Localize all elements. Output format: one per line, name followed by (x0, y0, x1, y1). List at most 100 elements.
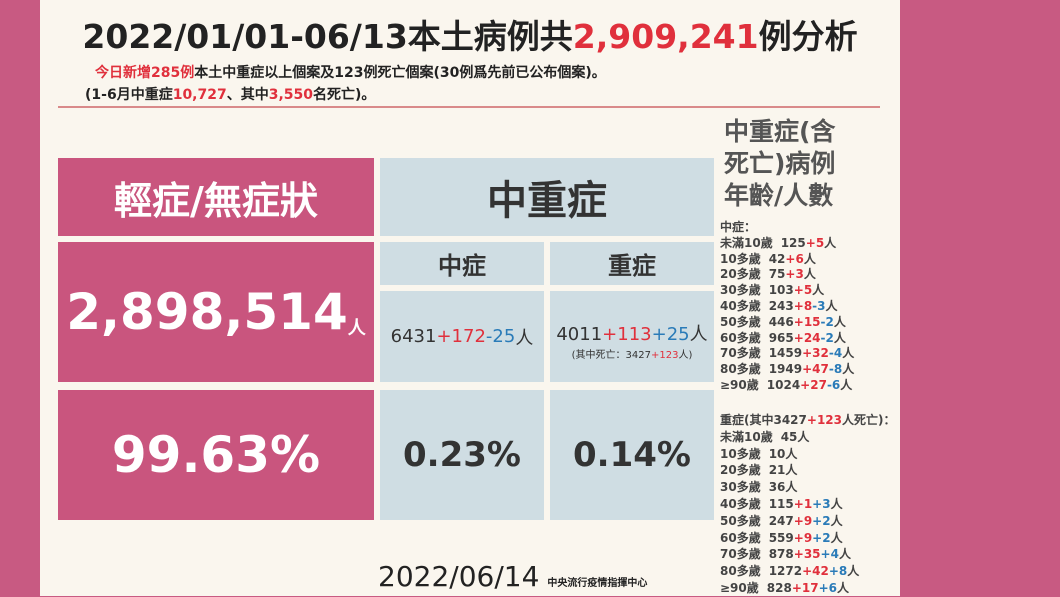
segment: 21人 (768, 463, 798, 478)
age-title: 中重症(含 死亡)病例 年齡/人數 (724, 116, 835, 212)
age-row: ≥90歲 1024+27-6人 (720, 378, 854, 394)
mild-count: 2,898,514 人 (58, 242, 374, 382)
severe-percent: 0.14% (550, 390, 714, 520)
segment: 人 (803, 251, 816, 266)
age-row: 30多歲 103+5人 (720, 283, 854, 299)
severe-header: 中重症 (380, 158, 714, 236)
age-row: 未滿10歲 125+5人 (720, 236, 854, 252)
segment: 243 (768, 298, 794, 313)
subtitle-text: 、其中 (226, 87, 269, 103)
death-note: (其中死亡：3427+123人) (572, 346, 693, 361)
title-total: 2,909,241 (572, 17, 759, 56)
segment: 6431 (390, 326, 437, 347)
age-row: 80多歲 1949+47-8人 (720, 362, 854, 378)
segment: 115 (768, 496, 794, 511)
count: 2,898,514 (66, 283, 348, 341)
segment: -6 (826, 377, 841, 392)
segment: 1949 (768, 362, 803, 377)
segment: +172 (436, 326, 486, 347)
segment: 人 (833, 330, 846, 345)
segment: 10多歲 (720, 251, 761, 266)
segment: +27 (800, 377, 827, 392)
segment: 20多歲 (720, 463, 761, 478)
segment: 247 (768, 513, 794, 528)
segment: 60多歲 (720, 530, 761, 545)
segment: 103 (768, 283, 794, 298)
segment: -3 (812, 298, 826, 313)
footer: 2022/06/14 中央流行疫情指揮中心 (378, 560, 647, 593)
separator (58, 106, 880, 108)
segment: 人 (825, 298, 838, 313)
segment: 30多歲 (720, 480, 761, 495)
age-row: 60多歲 965+24-2人 (720, 331, 854, 347)
severe-value: 4011+113+25人 (其中死亡：3427+123人) (550, 291, 714, 382)
age-row: 50多歲 446+15-2人 (720, 315, 854, 331)
age-row: 20多歲 21人 (720, 462, 896, 479)
mild-header: 輕症/無症狀 (58, 158, 374, 236)
date: 2022/06/14 (378, 560, 540, 593)
age-row: 未滿10歲 45人 (720, 429, 896, 446)
segment: 80多歲 (720, 362, 761, 377)
age-row: 10多歲 42+6人 (720, 252, 854, 268)
segment: +5 (805, 235, 825, 250)
unit: 人 (347, 318, 366, 339)
segment: 80多歲 (720, 564, 761, 579)
segment: +15 (793, 314, 821, 329)
segment: +35 (793, 547, 821, 562)
moderate-list: 中症： 未滿10歲 125+5人 10多歲 42+6人 20多歲 75+3人 30多歲 103+… (720, 220, 854, 394)
segment: 人 (842, 346, 855, 361)
segment: 36人 (768, 480, 798, 495)
new-cases: 今日新增285例 (95, 65, 195, 81)
segment: +9 (793, 513, 813, 528)
segment: 人 (833, 314, 846, 329)
segment: +8 (793, 298, 813, 313)
segment: 30多歲 (720, 283, 761, 298)
segment: +113 (602, 324, 652, 345)
segment: ≥90歲 (720, 580, 759, 595)
title-text: 2022/01/01-06/13本土病例共 (82, 17, 573, 56)
subtitle: (1-6月中重症10,727、其中3,550名死亡)。 (85, 84, 375, 104)
severe-label: 重症 (550, 242, 714, 285)
segment: +5 (793, 283, 813, 298)
heading-new: +123 (806, 413, 842, 427)
segment: -25 (485, 326, 516, 347)
segment: 878 (768, 547, 794, 562)
segment: 559 (768, 530, 794, 545)
subtitle: 今日新增285例本土中重症以上個案及123例死亡個案(30例爲先前已公布個案)。 (95, 62, 606, 82)
segment: 4011 (556, 324, 603, 345)
age-row: ≥90歲 828+17+6人 (720, 580, 896, 597)
segment: 人 (838, 547, 851, 562)
heading-text: 人死亡)： (842, 413, 896, 427)
segment: 10多歲 (720, 446, 761, 461)
segment: -8 (828, 362, 843, 377)
age-row: 60多歲 559+9+2人 (720, 530, 896, 547)
segment: 40多歲 (720, 496, 761, 511)
death-total: 3,550 (268, 87, 314, 103)
severe-list: 重症(其中3427+123人死亡)： 未滿10歲 45人 10多歲 10人 20多歲 21人… (720, 412, 896, 597)
segment: 人 (837, 580, 850, 595)
age-row: 70多歲 1459+32-4人 (720, 346, 854, 362)
segment: 965 (768, 330, 794, 345)
segment: 人 (824, 235, 837, 250)
segment: -2 (820, 314, 834, 329)
segment: +32 (802, 346, 829, 361)
subtitle-text: 名死亡)。 (313, 87, 376, 103)
age-row: 80多歲 1272+42+8人 (720, 563, 896, 580)
segment: +3 (785, 267, 804, 282)
age-row: 10多歲 10人 (720, 446, 896, 463)
agency: 中央流行疫情指揮中心 (547, 578, 648, 589)
list-heading: 重症(其中3427+123人死亡)： (720, 412, 896, 429)
segment: 42 (768, 251, 786, 266)
segment: +2 (812, 513, 831, 528)
panel: 2022/01/01-06/13本土病例共2,909,241例分析 今日新增28… (40, 0, 900, 596)
segment: 人 (842, 362, 855, 377)
segment: 70多歲 (720, 346, 761, 361)
list-heading: 中症： (720, 220, 757, 234)
age-row: 70多歲 878+35+4人 (720, 546, 896, 563)
segment: +25 (651, 324, 690, 345)
segment: 1459 (768, 346, 803, 361)
moderate-percent: 0.23% (380, 390, 544, 520)
note-text: 人) (678, 350, 693, 361)
segment: 人 (515, 327, 534, 349)
segment: 1024 (766, 377, 801, 392)
